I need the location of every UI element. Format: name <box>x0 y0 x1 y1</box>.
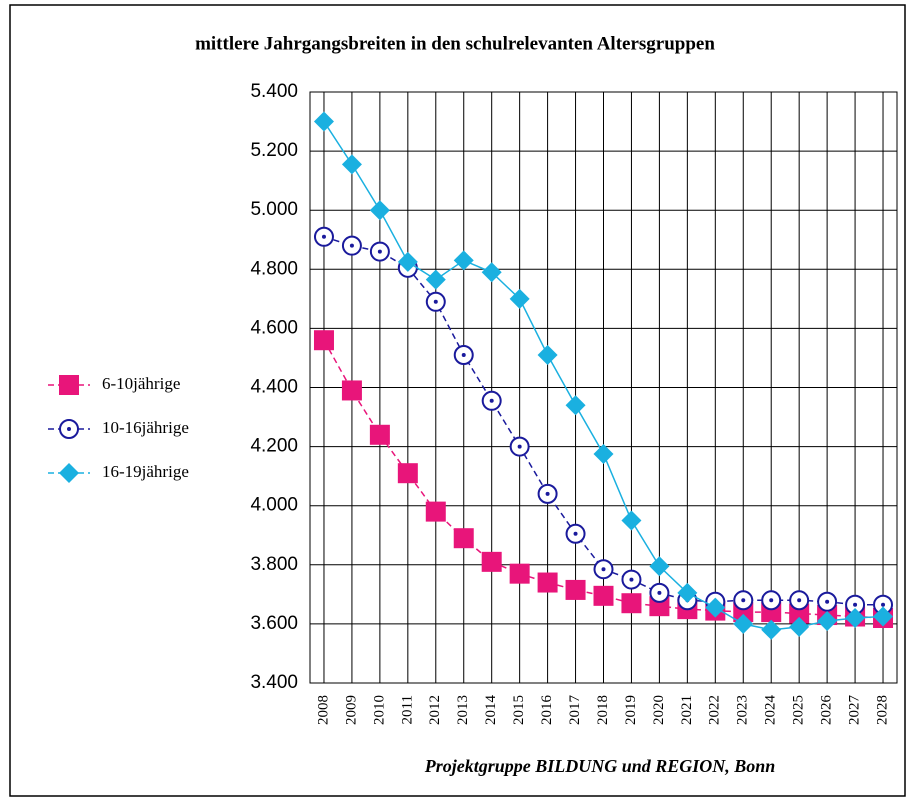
y-tick-label: 4.800 <box>250 258 298 279</box>
marker-dot <box>489 398 494 403</box>
plot-frame <box>309 91 898 684</box>
x-tick-label: 2024 <box>763 695 779 726</box>
x-tick-label: 2021 <box>679 695 695 725</box>
y-tick-label: 4.000 <box>250 495 298 516</box>
y-tick-label: 3.800 <box>250 554 298 575</box>
legend-label: 16-19jährige <box>102 462 189 481</box>
marker <box>59 375 79 395</box>
marker-dot <box>573 531 578 536</box>
chart-title: mittlere Jahrgangsbreiten in den schulre… <box>195 33 715 54</box>
marker <box>313 330 334 351</box>
marker <box>789 616 810 637</box>
x-tick-label: 2018 <box>595 695 611 725</box>
footer: Projektgruppe BILDUNG und REGION, Bonn <box>424 756 776 776</box>
x-tick-label: 2008 <box>315 695 331 725</box>
marker <box>873 606 894 627</box>
x-tick-label: 2023 <box>735 695 751 725</box>
marker <box>817 610 838 631</box>
y-tick-label: 4.200 <box>250 436 298 457</box>
marker <box>481 262 502 283</box>
marker <box>621 593 642 614</box>
marker-dot <box>67 427 71 431</box>
x-tick-label: 2016 <box>539 695 555 726</box>
marker <box>621 510 642 531</box>
x-tick-label: 2014 <box>483 695 499 726</box>
marker-dot <box>881 602 886 607</box>
marker-dot <box>797 598 802 603</box>
x-tick-label: 2020 <box>651 695 667 725</box>
legend-label: 10-16jährige <box>102 418 189 437</box>
marker-dot <box>349 243 354 248</box>
marker-dot <box>601 567 606 572</box>
marker <box>313 111 334 132</box>
marker <box>761 619 782 640</box>
marker <box>565 395 586 416</box>
marker <box>537 572 558 593</box>
x-tick-label: 2028 <box>874 695 890 725</box>
marker-dot <box>825 599 830 604</box>
legend-label: 6-10jährige <box>102 374 180 393</box>
y-tick-label: 5.400 <box>250 81 298 102</box>
marker-dot <box>853 602 858 607</box>
marker <box>341 154 362 175</box>
y-tick-label: 5.000 <box>250 199 298 220</box>
marker <box>453 528 474 549</box>
x-tick-label: 2010 <box>371 695 387 725</box>
marker-dot <box>433 299 438 304</box>
marker <box>509 563 530 584</box>
marker <box>369 200 390 221</box>
x-tick-label: 2017 <box>567 695 583 726</box>
x-tick-label: 2022 <box>707 695 723 725</box>
y-tick-label: 3.600 <box>250 613 298 634</box>
frame <box>9 4 906 797</box>
x-tick-label: 2013 <box>455 695 471 725</box>
x-tick-label: 2012 <box>427 695 443 725</box>
marker-dot <box>741 598 746 603</box>
marker-dot <box>377 249 382 254</box>
marker <box>59 463 79 483</box>
marker-dot <box>461 352 466 357</box>
x-tick-label: 2009 <box>343 695 359 725</box>
marker <box>537 344 558 365</box>
marker <box>509 288 530 309</box>
marker-dot <box>545 491 550 496</box>
marker-dot <box>769 598 774 603</box>
marker <box>649 556 670 577</box>
marker <box>845 607 866 628</box>
x-tick-label: 2027 <box>847 695 863 726</box>
y-tick-label: 4.400 <box>250 377 298 398</box>
marker <box>425 269 446 290</box>
marker <box>453 250 474 271</box>
marker <box>341 380 362 401</box>
y-tick-label: 3.400 <box>250 672 298 693</box>
marker <box>677 582 698 603</box>
marker-dot <box>629 577 634 582</box>
y-tick-label: 5.200 <box>250 140 298 161</box>
x-tick-label: 2011 <box>399 695 415 724</box>
marker-dot <box>321 234 326 239</box>
marker <box>733 613 754 634</box>
marker <box>565 579 586 600</box>
x-tick-label: 2026 <box>819 695 835 726</box>
x-tick-label: 2019 <box>623 695 639 725</box>
marker-dot <box>517 444 522 449</box>
marker <box>369 424 390 445</box>
marker <box>425 501 446 522</box>
marker <box>397 463 418 484</box>
marker <box>481 551 502 572</box>
x-tick-label: 2015 <box>511 695 527 725</box>
marker <box>593 585 614 606</box>
marker-dot <box>657 590 662 595</box>
x-tick-label: 2025 <box>791 695 807 725</box>
marker <box>397 251 418 272</box>
marker <box>593 443 614 464</box>
marker <box>705 597 726 618</box>
y-tick-label: 4.600 <box>250 317 298 338</box>
